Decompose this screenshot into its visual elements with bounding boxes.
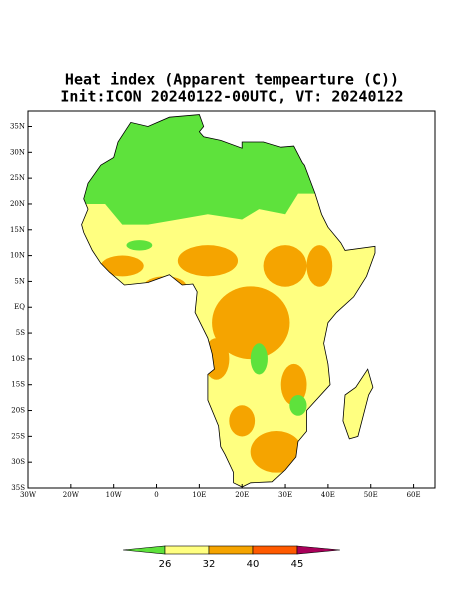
x-tick-label: 0 [154,491,158,499]
x-tick-label: 30W [20,491,37,499]
coastlines [81,114,376,488]
x-tick-label: 10E [192,491,206,499]
title-line: Heat index (Apparent tempearture (C)) [65,71,399,89]
title-line: Init:ICON 20240122-00UTC, VT: 20240122 [60,88,403,106]
colorbar-segment [208,545,254,555]
coastline [81,114,376,488]
colorbar-segment [164,545,210,555]
field-orange [177,245,239,277]
y-tick-label: 35S [11,484,25,492]
field-green [81,114,328,225]
y-tick-label: 30N [10,148,25,156]
field-orange [280,363,307,406]
map-frame [27,110,436,489]
coastline [342,368,374,440]
y-tick-label: 5S [16,329,25,337]
y-tick-label: 20N [10,200,25,208]
y-tick-label: 35N [10,122,25,130]
axis-ticks: 30W 20W 10W 0 10E 20E 30E 40E 50E 60E 35N 30N 25N 20N… [10,122,421,499]
field-orange [263,245,307,287]
colorbar-label: 32 [203,559,216,570]
x-tick-label: 10W [106,491,123,499]
y-tick-label: 25N [10,174,25,182]
field-orange [250,431,303,473]
field-orange [100,255,144,277]
field-green-patch [250,343,268,375]
colorbar-label: 26 [159,559,172,570]
colorbar-label: 45 [291,559,304,570]
y-tick-label: 15S [11,381,25,389]
field-orange [229,405,256,437]
colorbar-segment [122,545,166,555]
field-green-patch [126,240,153,251]
y-tick-label: 25S [11,432,25,440]
colorbar-segment [252,545,298,555]
field-orange [203,338,230,380]
field-orange [212,286,290,360]
y-tick-label: 10N [10,252,25,260]
field-green-patch [289,394,307,416]
heat-field [81,114,375,487]
x-tick-label: 20W [63,491,80,499]
colorbar: 26 32 40 45 [122,545,341,570]
field-orange [143,276,187,297]
x-tick-label: 20E [235,491,249,499]
field-orange [306,245,333,287]
y-tick-label: 5N [14,277,25,285]
x-tick-label: 40E [321,491,335,499]
colorbar-label: 40 [247,559,260,570]
y-tick-label: 30S [11,458,25,466]
colorbar-segment [296,545,341,555]
y-tick-label: 10S [11,355,25,363]
y-tick-label: 20S [11,407,25,415]
x-tick-label: 30E [278,491,292,499]
y-tick-label: 15N [10,226,25,234]
x-tick-label: 50E [364,491,378,499]
x-tick-label: 60E [407,491,421,499]
y-tick-label: EQ [14,303,25,311]
